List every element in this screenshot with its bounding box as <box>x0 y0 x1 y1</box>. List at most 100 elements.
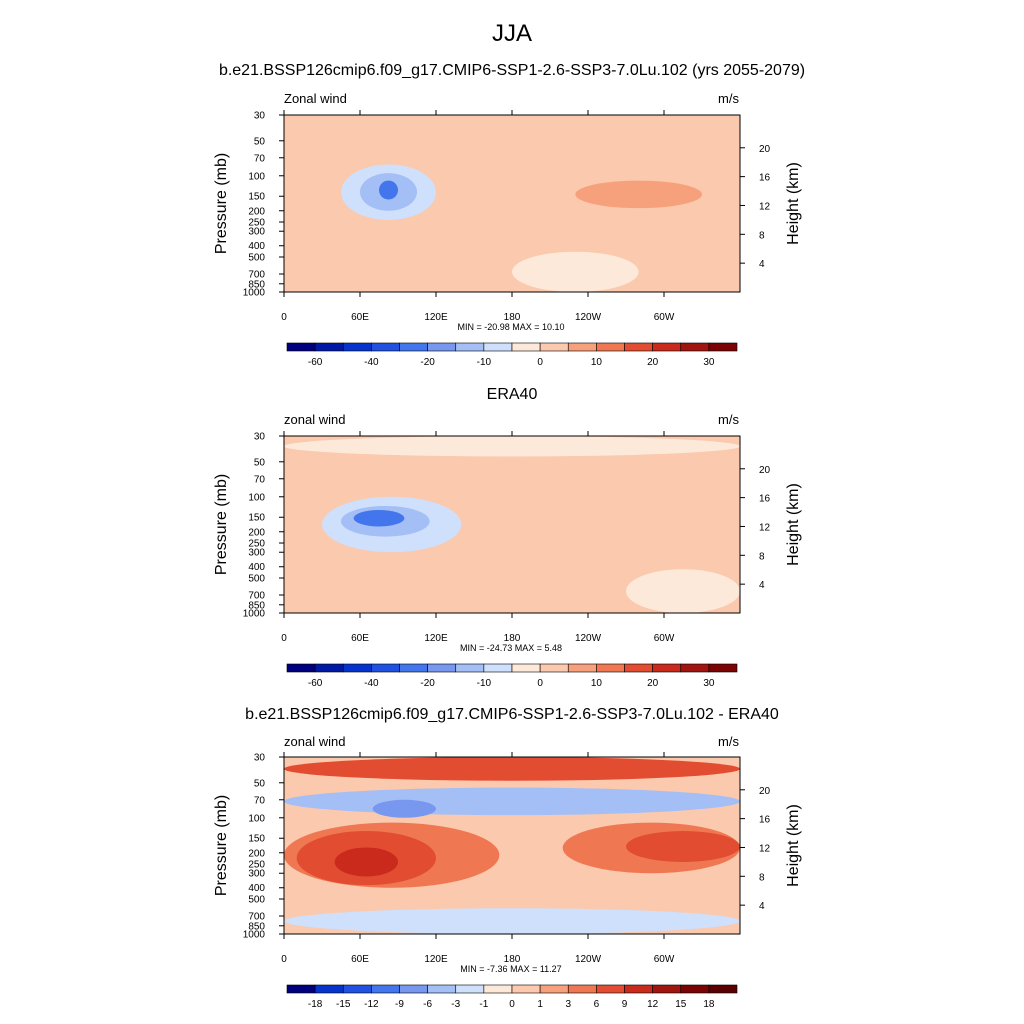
y-tick-label: 850 <box>248 600 265 611</box>
colorbar-label: 18 <box>703 999 715 1010</box>
y-tick-label: 200 <box>248 206 265 217</box>
y-tick-label: 700 <box>248 590 265 601</box>
y2-tick-label: 16 <box>759 494 771 505</box>
colorbar-box <box>680 663 710 673</box>
y-tick-label: 100 <box>248 492 265 503</box>
colorbar-box <box>342 342 372 352</box>
contour-region <box>372 799 437 818</box>
colorbar-label: -3 <box>451 999 460 1010</box>
x-tick-label: 60E <box>351 312 369 323</box>
y2-axis-title: Height (km) <box>785 162 802 245</box>
y-tick-label: 150 <box>248 834 265 845</box>
colorbar-label: -20 <box>420 357 435 368</box>
y2-tick-label: 20 <box>759 144 771 155</box>
y-tick-label: 1000 <box>243 930 266 941</box>
colorbar-box <box>427 663 457 673</box>
panel-3-min-max: MIN = -7.36 MAX = 11.27 <box>460 964 562 974</box>
y2-tick-label: 16 <box>759 815 771 826</box>
panel-1-min-max: MIN = -20.98 MAX = 10.10 <box>457 322 565 332</box>
y-tick-label: 300 <box>248 869 265 880</box>
y2-tick-label: 8 <box>759 230 765 241</box>
colorbar-box <box>596 342 625 352</box>
y-tick-label: 50 <box>254 457 266 468</box>
y-tick-label: 500 <box>248 253 265 264</box>
y2-tick-label: 16 <box>759 173 771 184</box>
x-tick-label: 60W <box>654 954 675 965</box>
y-tick-label: 30 <box>254 111 266 122</box>
colorbar-box <box>539 984 569 994</box>
colorbar-box <box>399 342 428 352</box>
colorbar-label: 20 <box>647 357 659 368</box>
panel-3-plot: 0 60E 120E 180 120W 60W3050701001502002503004… <box>213 752 802 1010</box>
y-tick-label: 50 <box>254 778 266 789</box>
colorbar-label: -18 <box>308 999 323 1010</box>
colorbar-label: -12 <box>364 999 379 1010</box>
colorbar-box <box>708 663 738 673</box>
colorbar-box <box>680 984 710 994</box>
colorbar-label: 0 <box>537 357 543 368</box>
y-tick-label: 500 <box>248 895 265 906</box>
colorbar-box <box>314 984 344 994</box>
contour-region <box>379 180 398 200</box>
colorbar-label: -20 <box>420 678 435 689</box>
colorbar-label: 10 <box>591 678 603 689</box>
contour-region <box>284 908 740 934</box>
colorbar-label: 12 <box>647 999 659 1010</box>
y-axis-title: Pressure (mb) <box>213 474 230 575</box>
colorbar-box <box>427 342 457 352</box>
y2-tick-label: 4 <box>759 901 765 912</box>
y2-tick-label: 20 <box>759 465 771 476</box>
colorbar-label: -60 <box>308 357 323 368</box>
contour-region <box>284 757 740 781</box>
x-tick-label: 0 <box>281 954 287 965</box>
x-tick-label: 120W <box>575 312 602 323</box>
y-tick-label: 400 <box>248 241 265 252</box>
y2-tick-label: 8 <box>759 872 765 883</box>
colorbar-box <box>455 342 485 352</box>
contour-region <box>626 831 740 862</box>
colorbar-box <box>314 342 344 352</box>
contour-region <box>334 847 399 877</box>
y2-axis-title: Height (km) <box>785 804 802 887</box>
colorbar-label: 0 <box>509 999 515 1010</box>
colorbar-label: -6 <box>423 999 432 1010</box>
x-tick-label: 180 <box>504 954 521 965</box>
contour-field <box>284 436 740 613</box>
colorbar-label: 0 <box>537 678 543 689</box>
colorbar-box <box>539 342 569 352</box>
colorbar-box <box>511 342 541 352</box>
y-tick-label: 100 <box>248 813 265 824</box>
colorbar-box <box>567 342 597 352</box>
y-tick-label: 70 <box>254 153 266 164</box>
y2-tick-label: 8 <box>759 551 765 562</box>
x-tick-label: 180 <box>504 312 521 323</box>
colorbar-box <box>511 984 541 994</box>
panel-2-title: ERA40 <box>486 386 538 403</box>
colorbar-box <box>539 663 569 673</box>
colorbar-label: 20 <box>647 678 659 689</box>
y-tick-label: 70 <box>254 474 266 485</box>
colorbar-box <box>399 663 428 673</box>
y-tick-label: 1000 <box>243 609 266 620</box>
y-tick-label: 250 <box>248 539 265 550</box>
colorbar-label: -40 <box>364 678 379 689</box>
colorbar-box <box>455 663 485 673</box>
colorbar-label: 30 <box>703 678 715 689</box>
colorbar-label: -10 <box>477 678 492 689</box>
y-tick-label: 850 <box>248 279 265 290</box>
y-tick-label: 30 <box>254 753 266 764</box>
colorbar-box <box>286 984 316 994</box>
colorbar-box <box>596 663 625 673</box>
colorbar-box <box>483 342 513 352</box>
colorbar-box <box>624 663 653 673</box>
colorbar-label: -9 <box>395 999 404 1010</box>
colorbar-box <box>567 984 597 994</box>
y-tick-label: 1000 <box>243 288 266 299</box>
y-tick-label: 200 <box>248 848 265 859</box>
x-tick-label: 120E <box>424 954 448 965</box>
x-tick-label: 0 <box>281 312 287 323</box>
contour-region <box>575 180 703 209</box>
colorbar-box <box>314 663 344 673</box>
colorbar-box <box>399 984 428 994</box>
panel-3-units-label: m/s <box>718 734 739 749</box>
